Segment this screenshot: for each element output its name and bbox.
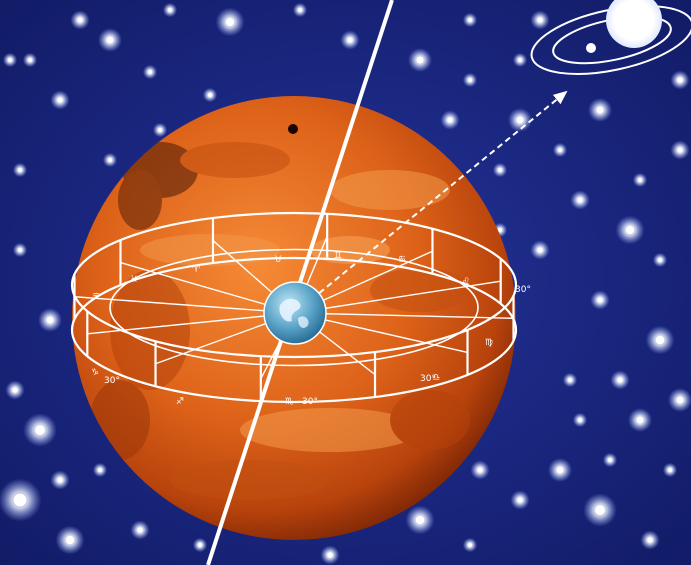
zodiac-ring-inner — [109, 248, 479, 367]
star — [225, 17, 235, 27]
star — [607, 457, 613, 463]
star — [537, 17, 543, 23]
zodiac-degree: 30° — [104, 376, 120, 386]
star — [157, 127, 163, 133]
star — [667, 467, 673, 473]
star — [597, 297, 603, 303]
star — [617, 377, 623, 383]
zodiac-label: ♊ — [334, 251, 342, 261]
star — [655, 335, 665, 345]
star — [347, 37, 353, 43]
star — [517, 497, 523, 503]
star — [517, 57, 523, 63]
star — [636, 416, 644, 424]
star — [477, 467, 483, 473]
star — [97, 467, 103, 473]
star — [57, 97, 63, 103]
zodiac-label: ♎ — [432, 373, 440, 383]
zodiac-spoke — [294, 280, 501, 314]
star — [467, 77, 473, 83]
star — [537, 247, 543, 253]
star — [147, 69, 153, 75]
zodiac-ring-lower — [70, 256, 518, 404]
star — [577, 197, 583, 203]
zodiac-label: ♈ — [192, 265, 201, 275]
star — [77, 17, 83, 23]
star — [657, 257, 663, 263]
zodiac-degree: 30° — [420, 374, 436, 384]
sun-icon — [606, 0, 662, 48]
star — [17, 167, 23, 173]
star — [17, 247, 23, 253]
star — [106, 36, 114, 44]
zodiac-label: ♓ — [130, 275, 138, 285]
star — [416, 56, 424, 64]
star — [57, 477, 63, 483]
star — [27, 57, 33, 63]
planet-sphere — [72, 96, 516, 540]
star — [447, 117, 453, 123]
star — [625, 225, 635, 235]
star — [467, 542, 473, 548]
star — [167, 7, 173, 13]
star — [197, 542, 203, 548]
zodiac-spoke — [74, 296, 296, 314]
star — [137, 527, 143, 533]
zodiac-label: ♉ — [274, 255, 282, 265]
star — [497, 167, 503, 173]
star — [65, 535, 75, 545]
star — [557, 147, 563, 153]
zodiac-spoke — [294, 312, 514, 319]
star — [327, 552, 333, 558]
star — [497, 227, 503, 233]
zodiac-degree: 30° — [302, 397, 318, 407]
star — [13, 493, 27, 507]
star — [567, 377, 573, 383]
star — [677, 147, 683, 153]
star — [467, 17, 473, 23]
star — [46, 316, 54, 324]
star — [677, 77, 683, 83]
star — [207, 92, 213, 98]
star — [35, 425, 45, 435]
star — [647, 537, 653, 543]
star — [107, 157, 113, 163]
direction-arrow — [295, 90, 568, 313]
earth-globe-icon — [263, 281, 327, 345]
star — [577, 417, 583, 423]
zodiac-label: ♐ — [176, 397, 184, 407]
zodiac-label: ♍ — [485, 338, 493, 348]
zodiac-label: ♌ — [462, 277, 470, 287]
orbiting-planet-dot — [586, 43, 596, 53]
star — [516, 116, 524, 124]
star — [676, 396, 684, 404]
star — [637, 177, 643, 183]
star — [556, 466, 564, 474]
zodiac-ring-upper — [70, 211, 518, 359]
zodiac-label: ♋ — [398, 255, 406, 265]
zodiac-label: ♒ — [92, 291, 100, 301]
star — [595, 505, 605, 515]
star — [7, 57, 13, 63]
zodiac-labels: ♉ ♊ ♋ ♌ ♍ ♎ ♏ ♐ ♑ ♒ ♓ ♈ 30° 30° 30° 30° — [91, 251, 531, 407]
star — [297, 7, 303, 13]
zodiac-spoke — [87, 312, 296, 335]
star — [415, 515, 425, 525]
zodiac-label: ♑ — [91, 368, 99, 378]
zodiac-label: ♏ — [285, 397, 293, 407]
star — [12, 387, 18, 393]
star — [596, 106, 604, 114]
zodiac-degree: 30° — [515, 285, 531, 295]
